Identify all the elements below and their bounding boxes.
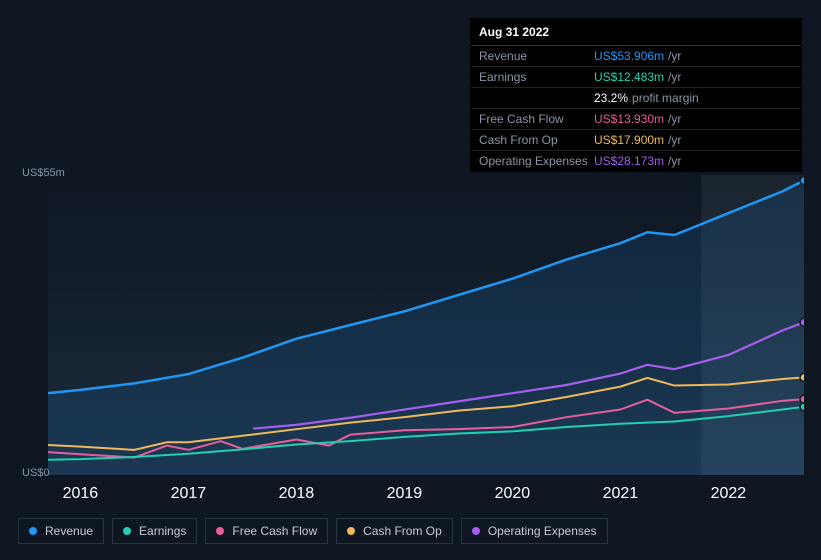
legend-item-earnings[interactable]: Earnings bbox=[112, 518, 197, 544]
x-axis-label: 2021 bbox=[603, 485, 639, 503]
x-axis-label: 2019 bbox=[387, 485, 423, 503]
x-axis-label: 2022 bbox=[711, 485, 747, 503]
tooltip-metric-value: US$12.483m bbox=[594, 70, 664, 84]
tooltip-metric-value: 23.2% bbox=[594, 91, 628, 105]
chart-legend: Revenue Earnings Free Cash Flow Cash From O… bbox=[18, 518, 608, 544]
tooltip-row: EarningsUS$12.483m/yr bbox=[471, 67, 801, 88]
x-axis-label: 2016 bbox=[63, 485, 99, 503]
tooltip-metric-suffix: /yr bbox=[668, 112, 681, 126]
legend-label: Earnings bbox=[139, 524, 186, 538]
x-axis-label: 2020 bbox=[495, 485, 531, 503]
tooltip-metric-suffix: /yr bbox=[668, 154, 681, 168]
tooltip-date: Aug 31 2022 bbox=[471, 19, 801, 46]
tooltip-metric-label bbox=[479, 91, 594, 105]
y-axis-label: US$55m bbox=[22, 167, 65, 179]
x-axis-label: 2018 bbox=[279, 485, 315, 503]
tooltip-row: 23.2% profit margin bbox=[471, 88, 801, 109]
legend-label: Operating Expenses bbox=[488, 524, 597, 538]
tooltip-metric-suffix: /yr bbox=[668, 133, 681, 147]
legend-dot-icon bbox=[123, 527, 131, 535]
tooltip-metric-value: US$28.173m bbox=[594, 154, 664, 168]
y-axis-label: US$0 bbox=[22, 467, 50, 479]
legend-item-free-cash-flow[interactable]: Free Cash Flow bbox=[205, 518, 328, 544]
legend-dot-icon bbox=[347, 527, 355, 535]
legend-dot-icon bbox=[216, 527, 224, 535]
tooltip-metric-suffix: /yr bbox=[668, 70, 681, 84]
tooltip-metric-value: US$17.900m bbox=[594, 133, 664, 147]
legend-label: Free Cash Flow bbox=[232, 524, 317, 538]
tooltip-metric-label: Earnings bbox=[479, 70, 594, 84]
legend-label: Cash From Op bbox=[363, 524, 442, 538]
tooltip-metric-label: Free Cash Flow bbox=[479, 112, 594, 126]
tooltip-row: Operating ExpensesUS$28.173m/yr bbox=[471, 151, 801, 171]
tooltip-metric-value: US$13.930m bbox=[594, 112, 664, 126]
chart-plot[interactable] bbox=[48, 175, 804, 475]
tooltip-row: Cash From OpUS$17.900m/yr bbox=[471, 130, 801, 151]
legend-label: Revenue bbox=[45, 524, 93, 538]
chart-tooltip: Aug 31 2022 RevenueUS$53.906m/yrEarnings… bbox=[470, 18, 802, 172]
tooltip-metric-value: US$53.906m bbox=[594, 49, 664, 63]
x-axis-label: 2017 bbox=[171, 485, 207, 503]
legend-item-operating-expenses[interactable]: Operating Expenses bbox=[461, 518, 608, 544]
legend-dot-icon bbox=[472, 527, 480, 535]
tooltip-row: Free Cash FlowUS$13.930m/yr bbox=[471, 109, 801, 130]
tooltip-metric-label: Cash From Op bbox=[479, 133, 594, 147]
legend-item-revenue[interactable]: Revenue bbox=[18, 518, 104, 544]
tooltip-metric-suffix: /yr bbox=[668, 49, 681, 63]
tooltip-row: RevenueUS$53.906m/yr bbox=[471, 46, 801, 67]
tooltip-metric-label: Operating Expenses bbox=[479, 154, 594, 168]
financial-chart: { "tooltip": { "x": 470, "y": 18, "title… bbox=[0, 0, 821, 560]
legend-dot-icon bbox=[29, 527, 37, 535]
legend-item-cash-from-op[interactable]: Cash From Op bbox=[336, 518, 453, 544]
tooltip-metric-label: Revenue bbox=[479, 49, 594, 63]
tooltip-metric-suffix: profit margin bbox=[632, 91, 699, 105]
